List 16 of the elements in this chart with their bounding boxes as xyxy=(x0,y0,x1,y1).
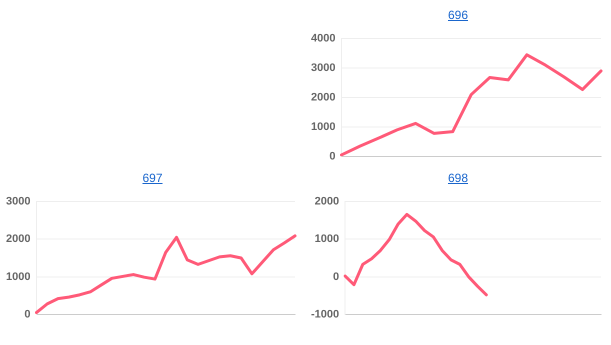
y-tick-label: 2000 xyxy=(6,233,30,246)
chart-title: 698 xyxy=(448,171,468,185)
chart-title: 696 xyxy=(448,8,468,22)
y-tick-label: 1000 xyxy=(6,270,30,283)
y-tick-label: -1000 xyxy=(310,308,340,320)
chart-title: 697 xyxy=(142,171,163,185)
y-tick-label: 0 xyxy=(24,308,30,320)
y-tick-label: 1000 xyxy=(310,120,336,133)
y-tick-label: 4000 xyxy=(310,32,336,45)
y-tick-label: 1000 xyxy=(314,233,340,246)
y-tick-label: 2000 xyxy=(310,92,336,104)
y-tick-label: 0 xyxy=(333,270,340,283)
y-tick-label: 2000 xyxy=(314,196,340,208)
y-tick-label: 0 xyxy=(329,150,336,162)
y-tick-label: 3000 xyxy=(6,196,30,208)
y-tick-label: 3000 xyxy=(310,62,336,74)
